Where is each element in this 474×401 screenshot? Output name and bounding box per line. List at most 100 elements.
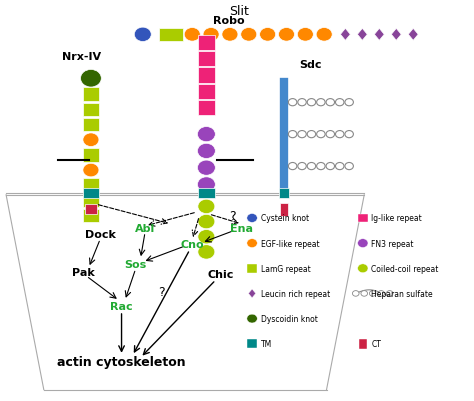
Text: Ena: Ena: [230, 223, 253, 233]
Text: Coiled-coil repeat: Coiled-coil repeat: [371, 264, 438, 273]
Circle shape: [345, 131, 354, 138]
Text: Leucin rich repeat: Leucin rich repeat: [261, 289, 330, 298]
Bar: [83, 118, 99, 132]
Circle shape: [357, 264, 368, 273]
Text: ?: ?: [229, 210, 236, 223]
Bar: [198, 188, 215, 198]
Circle shape: [298, 163, 306, 170]
Circle shape: [197, 144, 215, 159]
Polygon shape: [374, 29, 384, 41]
Bar: [359, 339, 366, 349]
Circle shape: [297, 28, 313, 42]
Circle shape: [83, 164, 99, 177]
Circle shape: [307, 99, 316, 107]
Circle shape: [222, 28, 238, 42]
Bar: [83, 88, 99, 102]
Bar: [159, 28, 183, 42]
Text: Pak: Pak: [73, 267, 95, 277]
Circle shape: [288, 99, 297, 107]
Text: actin cytoskeleton: actin cytoskeleton: [57, 355, 186, 368]
Circle shape: [288, 131, 297, 138]
Circle shape: [198, 230, 215, 244]
Text: Slit: Slit: [229, 5, 249, 18]
Circle shape: [241, 28, 257, 42]
Polygon shape: [248, 289, 255, 298]
Text: Dyscoidin knot: Dyscoidin knot: [261, 314, 318, 323]
Circle shape: [278, 28, 294, 42]
Circle shape: [336, 163, 344, 170]
Bar: [357, 214, 368, 223]
Circle shape: [345, 163, 354, 170]
Circle shape: [317, 163, 325, 170]
Circle shape: [298, 131, 306, 138]
Circle shape: [198, 200, 215, 214]
Text: Cno: Cno: [181, 239, 204, 249]
Circle shape: [317, 99, 325, 107]
Text: Sdc: Sdc: [299, 60, 321, 70]
Bar: [83, 179, 99, 192]
Bar: [247, 340, 257, 348]
Circle shape: [386, 291, 393, 296]
Text: Abl: Abl: [135, 223, 155, 233]
Bar: [83, 209, 99, 223]
Circle shape: [197, 161, 215, 176]
Bar: [198, 101, 215, 116]
Circle shape: [369, 291, 376, 296]
Circle shape: [345, 99, 354, 107]
Circle shape: [307, 131, 316, 138]
Circle shape: [247, 314, 257, 323]
Bar: [198, 85, 215, 100]
Text: Sos: Sos: [125, 259, 147, 269]
Circle shape: [197, 177, 215, 192]
Circle shape: [326, 99, 335, 107]
Text: Robo: Robo: [213, 16, 245, 26]
Bar: [198, 52, 215, 67]
Polygon shape: [408, 29, 418, 41]
Text: Cystein knot: Cystein knot: [261, 214, 309, 223]
Circle shape: [184, 28, 200, 42]
Circle shape: [247, 239, 257, 248]
Bar: [198, 36, 215, 51]
Circle shape: [83, 134, 99, 147]
Bar: [280, 204, 288, 217]
Text: Ig-like repeat: Ig-like repeat: [371, 214, 422, 223]
Text: FN3 repeat: FN3 repeat: [371, 239, 414, 248]
Circle shape: [298, 99, 306, 107]
Circle shape: [203, 28, 219, 42]
Text: CT: CT: [371, 339, 381, 348]
Circle shape: [81, 70, 101, 88]
Polygon shape: [357, 29, 367, 41]
Text: Chic: Chic: [207, 269, 234, 279]
Circle shape: [336, 131, 344, 138]
Text: Rac: Rac: [110, 301, 133, 311]
Circle shape: [197, 127, 215, 142]
Circle shape: [260, 28, 276, 42]
Text: Heparan sulfate: Heparan sulfate: [371, 289, 433, 298]
Circle shape: [198, 245, 215, 259]
Circle shape: [247, 214, 257, 223]
Circle shape: [288, 163, 297, 170]
Circle shape: [307, 163, 316, 170]
Circle shape: [317, 131, 325, 138]
Bar: [279, 188, 289, 198]
Polygon shape: [340, 29, 350, 41]
Bar: [83, 194, 99, 208]
Text: Dock: Dock: [85, 229, 116, 239]
Text: Nrx-IV: Nrx-IV: [62, 52, 101, 62]
Circle shape: [326, 131, 335, 138]
Circle shape: [361, 291, 367, 296]
Circle shape: [316, 28, 332, 42]
Circle shape: [357, 239, 368, 248]
Circle shape: [353, 291, 359, 296]
Bar: [83, 188, 99, 198]
Circle shape: [198, 215, 215, 229]
Circle shape: [134, 28, 151, 43]
Circle shape: [326, 163, 335, 170]
Bar: [247, 264, 257, 273]
Text: EGF-like repeat: EGF-like repeat: [261, 239, 319, 248]
Bar: [198, 68, 215, 83]
Bar: [85, 205, 97, 215]
Text: TM: TM: [261, 339, 272, 348]
Circle shape: [336, 99, 344, 107]
Text: LamG repeat: LamG repeat: [261, 264, 310, 273]
